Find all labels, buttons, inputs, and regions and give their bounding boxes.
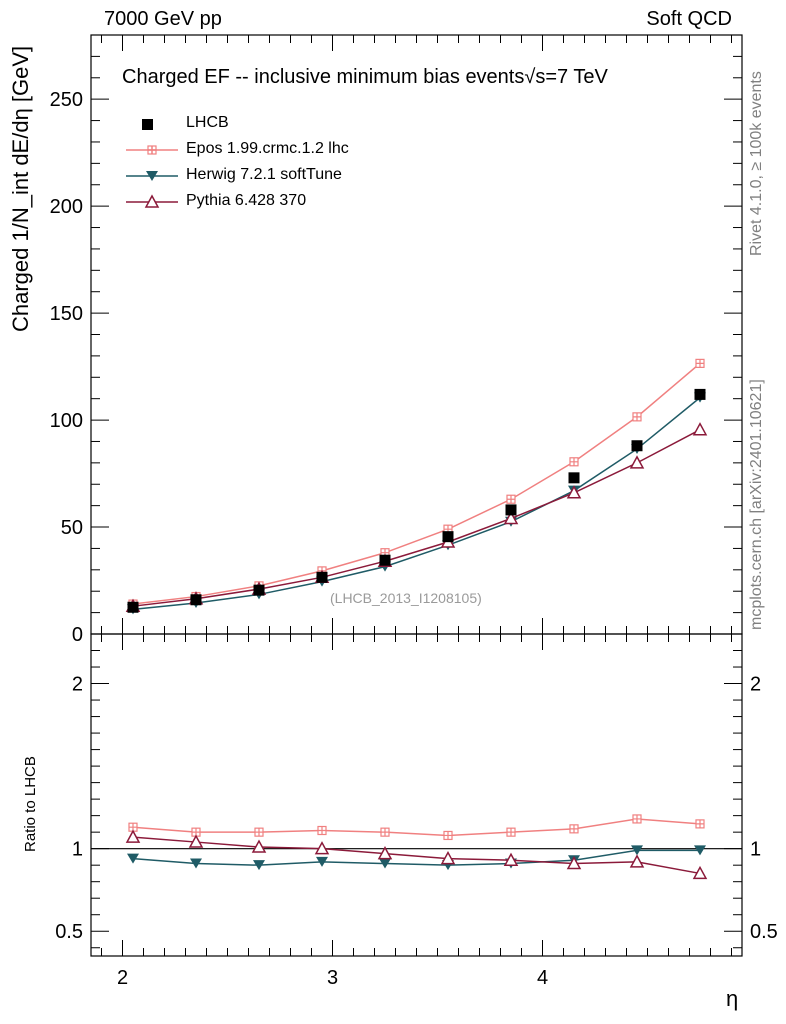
main-point-lhcb	[379, 554, 391, 566]
ratio-point-epos	[695, 819, 705, 829]
ratio-point-epos-cross	[381, 828, 389, 837]
main-plot-frame	[90, 34, 743, 635]
ratio-point-epos	[254, 827, 264, 837]
legend-label-pythia: Pythia 6.428 370	[186, 192, 307, 209]
x-tick-label: 2	[117, 967, 128, 989]
ratio-point-epos	[569, 824, 579, 834]
legend-marker-pythia	[126, 194, 178, 208]
main-point-lhcb	[505, 504, 517, 516]
main-point-epos	[632, 412, 642, 422]
main-point-epos-cross	[507, 495, 515, 504]
ratio-line-pythia	[132, 836, 701, 875]
legend-marker-herwig	[126, 171, 178, 181]
x-tick-label: 4	[537, 967, 548, 989]
main-line-epos	[132, 362, 701, 605]
ratio-point-herwig	[253, 860, 265, 871]
main-point-lhcb	[316, 571, 328, 583]
main-point-pythia	[692, 422, 708, 436]
ratio-point-pythia	[503, 852, 519, 866]
y-tick-label: 50	[61, 517, 83, 539]
ratio-y-tick-label-right: 2	[750, 674, 761, 696]
ratio-point-epos	[443, 830, 453, 841]
ratio-point-pythia	[251, 839, 267, 853]
legend-marker-epos	[126, 145, 178, 155]
ratio-point-herwig	[190, 858, 202, 869]
ratio-point-epos-cross	[696, 819, 704, 828]
legend-entry-lhcb: LHCB	[126, 112, 386, 138]
main-point-epos-cross	[696, 359, 704, 368]
y-tick-label: 150	[50, 303, 83, 325]
legend-label-herwig: Herwig 7.2.1 softTune	[186, 166, 342, 183]
legend-marker-lhcb	[142, 119, 153, 130]
main-point-lhcb	[568, 472, 580, 484]
y-tick-label: 100	[50, 410, 83, 432]
main-point-lhcb	[253, 584, 265, 596]
legend-entry-pythia: Pythia 6.428 370	[126, 190, 386, 216]
ratio-point-pythia	[440, 851, 456, 865]
main-point-pythia	[629, 455, 645, 469]
ratio-point-pythia	[188, 834, 204, 848]
ratio-point-epos	[632, 814, 642, 824]
main-point-epos-cross	[633, 412, 641, 421]
chart-title-suffix: √s=7 TeV	[524, 66, 608, 88]
ratio-line-epos	[132, 818, 701, 837]
main-point-epos	[506, 494, 516, 504]
header-right: Soft QCD	[646, 8, 732, 30]
ratio-point-epos-cross	[570, 824, 578, 833]
y-tick-label: 0	[72, 624, 83, 646]
legend-label-lhcb: LHCB	[186, 114, 229, 131]
legend-entry-epos: Epos 1.99.crmc.1.2 lhc	[126, 138, 386, 164]
ratio-point-pythia	[566, 855, 582, 870]
main-point-lhcb	[631, 440, 643, 452]
ratio-y-tick-label: 2	[72, 674, 83, 696]
ratio-point-epos	[506, 827, 516, 837]
ratio-point-pythia	[692, 865, 708, 880]
header-left: 7000 GeV pp	[104, 8, 222, 30]
ratio-point-epos-cross	[507, 828, 515, 837]
main-point-lhcb	[442, 531, 454, 543]
legend-label-epos: Epos 1.99.crmc.1.2 lhc	[186, 140, 349, 157]
main-point-lhcb	[190, 594, 202, 606]
watermark: (LHCB_2013_I1208105)	[330, 590, 482, 606]
ratio-point-pythia	[377, 846, 393, 860]
ratio-point-epos-cross	[255, 828, 263, 837]
main-line-pythia	[132, 429, 701, 607]
ratio-point-epos-cross	[444, 831, 452, 840]
ratio-point-epos	[380, 827, 390, 837]
ratio-point-herwig	[631, 845, 643, 856]
x-tick-label: 3	[327, 967, 338, 989]
main-point-lhcb	[694, 388, 706, 400]
main-point-pythia	[566, 485, 582, 499]
ratio-point-epos	[317, 825, 327, 836]
ratio-point-epos-cross	[633, 814, 641, 823]
ratio-y-tick-label: 1	[72, 839, 83, 861]
legend-entry-herwig: Herwig 7.2.1 softTune	[126, 164, 386, 190]
main-point-lhcb	[127, 601, 139, 613]
ratio-y-tick-label-right: 1	[750, 839, 761, 861]
chart-title: Charged EF -- inclusive minimum bias eve…	[122, 66, 608, 89]
main-point-epos-cross	[570, 457, 578, 466]
main-point-epos	[695, 358, 705, 368]
ratio-line-herwig	[132, 849, 700, 866]
main-point-pythia	[503, 510, 519, 525]
ratio-point-herwig	[694, 845, 706, 856]
ratio-point-herwig	[316, 856, 328, 867]
ratio-point-pythia	[125, 829, 141, 843]
ratio-point-pythia	[629, 854, 645, 868]
main-line-herwig	[132, 397, 701, 611]
ratio-point-pythia	[314, 841, 330, 855]
y-tick-label: 250	[50, 89, 83, 111]
ratio-point-herwig	[379, 858, 391, 869]
ratio-point-herwig	[127, 853, 139, 864]
ratio-point-epos-cross	[318, 826, 326, 835]
y-tick-label: 200	[50, 196, 83, 218]
ratio-plot-frame	[90, 633, 743, 957]
ratio-y-tick-label: 0.5	[55, 921, 83, 943]
ratio-y-tick-label-right: 0.5	[750, 921, 778, 943]
main-point-epos	[569, 457, 579, 467]
chart-title-text: Charged EF -- inclusive minimum bias eve…	[122, 66, 525, 88]
x-axis-label: η	[726, 986, 739, 1011]
